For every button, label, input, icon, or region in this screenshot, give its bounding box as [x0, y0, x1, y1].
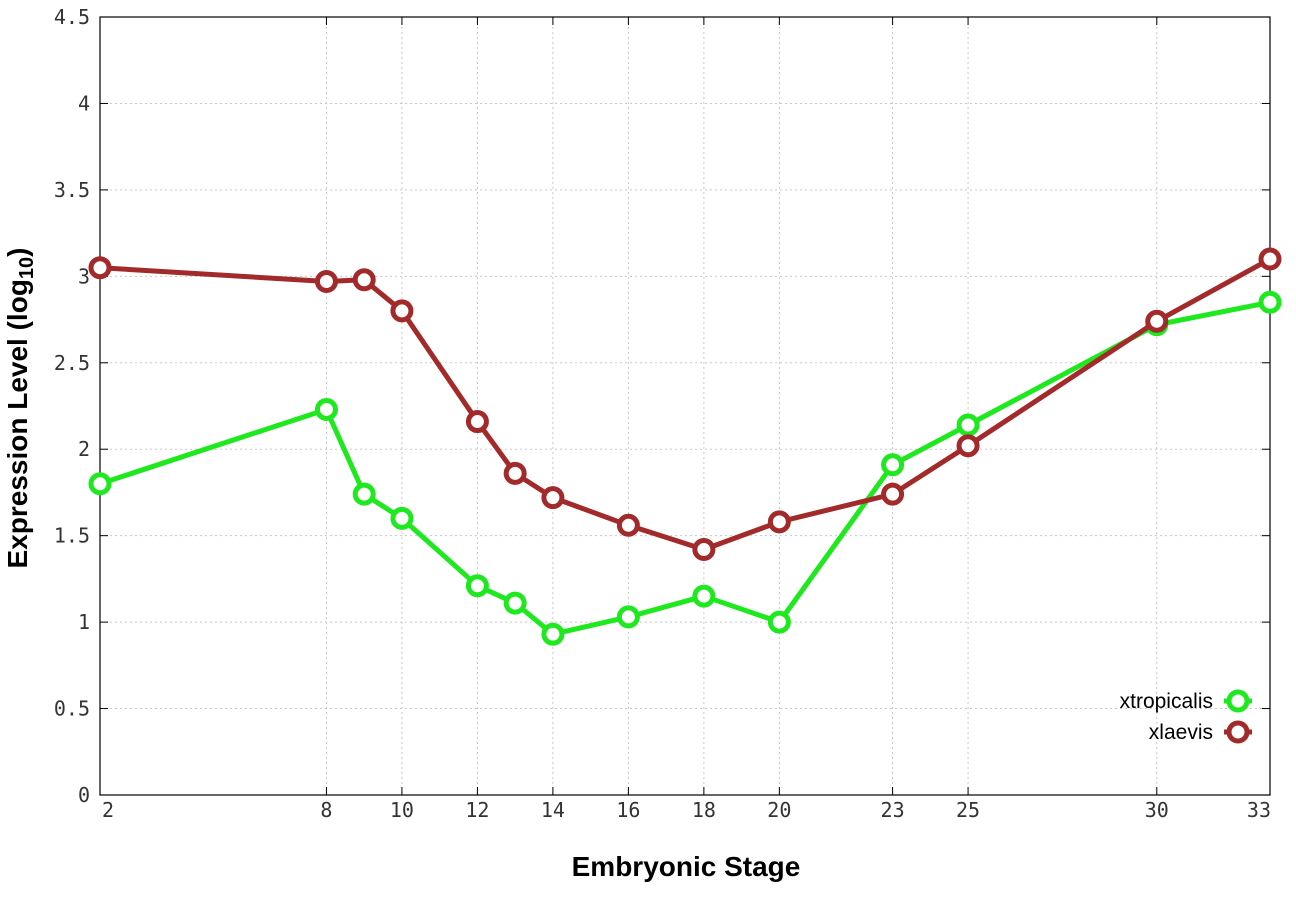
- x-tick-label: 30: [1145, 798, 1169, 822]
- data-point-xtropicalis: [767, 610, 791, 634]
- y-tick-label: 2.5: [54, 351, 90, 375]
- series-line-xlaevis: [97, 256, 1273, 552]
- data-point-xlaevis: [692, 537, 716, 561]
- x-tick-label: 2: [102, 798, 114, 822]
- y-tick-label: 4: [78, 91, 90, 115]
- x-tick-label: 33: [1247, 798, 1271, 822]
- data-point-xlaevis: [616, 513, 640, 537]
- y-tick-label: 0.5: [54, 697, 90, 721]
- legend-marker-swatch: [1226, 720, 1250, 744]
- series-plot-area: [88, 247, 1282, 646]
- data-point-xtropicalis: [88, 472, 112, 496]
- data-point-xlaevis: [88, 256, 112, 280]
- data-point-xtropicalis: [1258, 290, 1282, 314]
- data-point-xtropicalis: [541, 622, 565, 646]
- y-tick-label: 4.5: [54, 5, 90, 29]
- x-tick-label: 8: [320, 798, 332, 822]
- y-tick-label: 0: [78, 783, 90, 807]
- x-tick-label: 20: [767, 798, 791, 822]
- x-tick-label: 10: [390, 798, 414, 822]
- data-point-xlaevis: [390, 299, 414, 323]
- x-tick-label: 25: [956, 798, 980, 822]
- y-tick-label: 2: [78, 437, 90, 461]
- data-point-xtropicalis: [881, 453, 905, 477]
- series-line-xtropicalis: [97, 299, 1273, 637]
- data-point-xlaevis: [1145, 309, 1169, 333]
- y-tick-label: 1.5: [54, 524, 90, 548]
- data-point-xtropicalis: [616, 605, 640, 629]
- y-axis-title-main: Expression Level (log: [2, 279, 33, 568]
- grid: [100, 17, 1270, 795]
- x-tick-label: 16: [616, 798, 640, 822]
- legend-marker-swatch: [1226, 689, 1250, 713]
- y-tick-label: 1: [78, 610, 90, 634]
- x-tick-label: 14: [541, 798, 565, 822]
- y-axis-title-subscript: 10: [16, 257, 38, 279]
- axes: 0 0.5 1 1.5 2 2.5 3 3.5 4 4.5 2 8 10 12 14 16 18 20 23 25 30…: [54, 5, 1271, 822]
- legend-item-xlaevis: xlaevis: [1149, 720, 1252, 744]
- y-tick-label: 3.5: [54, 178, 90, 202]
- legend-label: xlaevis: [1149, 721, 1213, 744]
- data-point-xtropicalis: [956, 413, 980, 437]
- y-axis-title-close: ): [2, 248, 33, 257]
- data-point-xtropicalis: [390, 506, 414, 530]
- x-tick-label: 12: [465, 798, 489, 822]
- x-tick-label: 18: [692, 798, 716, 822]
- data-point-xlaevis: [503, 461, 527, 485]
- data-point-xlaevis: [881, 482, 905, 506]
- legend: xtropicalis xlaevis: [1120, 689, 1252, 744]
- series-xlaevis: [88, 247, 1282, 561]
- x-tick-label: 23: [881, 798, 905, 822]
- y-axis-title: Expression Level (log10): [2, 248, 38, 569]
- data-point-xlaevis: [1258, 247, 1282, 271]
- data-point-xlaevis: [541, 486, 565, 510]
- legend-label: xtropicalis: [1120, 690, 1213, 713]
- series-xtropicalis: [88, 290, 1282, 646]
- data-point-xlaevis: [956, 434, 980, 458]
- data-point-xtropicalis: [314, 397, 338, 421]
- x-axis-title: Embryonic Stage: [572, 851, 801, 882]
- y-tick-label: 3: [78, 264, 90, 288]
- data-point-xtropicalis: [465, 574, 489, 598]
- data-point-xtropicalis: [503, 591, 527, 615]
- data-point-xlaevis: [767, 510, 791, 534]
- data-point-xlaevis: [352, 268, 376, 292]
- data-point-xtropicalis: [692, 584, 716, 608]
- data-point-xlaevis: [465, 410, 489, 434]
- data-point-xtropicalis: [352, 482, 376, 506]
- plot-frame: [99, 16, 1271, 796]
- data-point-xlaevis: [314, 270, 338, 294]
- legend-item-xtropicalis: xtropicalis: [1120, 689, 1252, 713]
